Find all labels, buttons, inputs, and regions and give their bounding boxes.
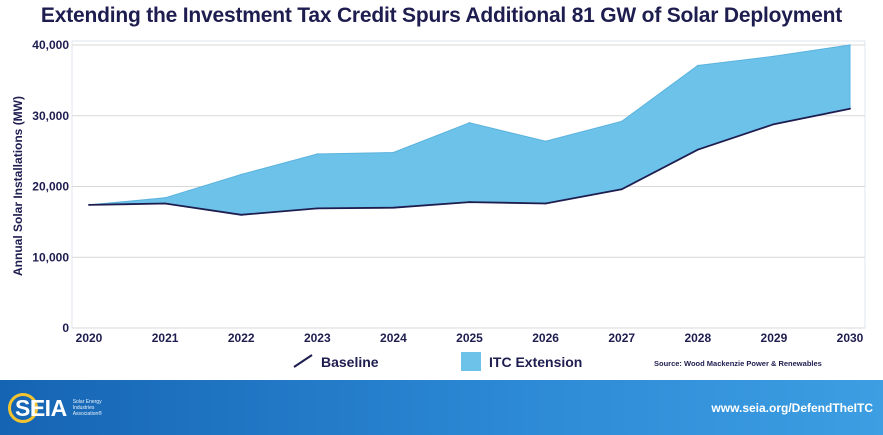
y-tick-label: 0 — [62, 321, 69, 335]
x-tick-label: 2021 — [152, 331, 179, 345]
itc-point — [544, 140, 547, 143]
x-tick-label: 2026 — [532, 331, 559, 345]
logo-subtext: Solar Energy Industries Association® — [72, 399, 102, 417]
legend-baseline-label: Baseline — [321, 354, 379, 370]
y-tick-label: 40,000 — [32, 38, 69, 52]
y-axis-label: Annual Solar Installations (MW) — [11, 96, 25, 276]
chart-marks — [88, 44, 851, 216]
legend-itc-label: ITC Extension — [489, 354, 582, 370]
baseline-point — [468, 201, 471, 203]
footer-banner: SEIA Solar Energy Industries Association… — [0, 380, 883, 435]
baseline-point — [164, 202, 167, 205]
legend-itc-swatch — [461, 352, 481, 371]
footer-url[interactable]: www.seia.org/DefendTheITC — [711, 401, 873, 415]
x-tick-label: 2028 — [684, 331, 711, 345]
legend: Baseline ITC Extension — [293, 352, 582, 371]
itc-point — [773, 55, 775, 58]
x-tick-label: 2022 — [228, 331, 255, 345]
itc-point — [620, 120, 623, 123]
x-tick-label: 2027 — [608, 331, 635, 345]
itc-point — [164, 197, 166, 199]
source-note: Source: Wood Mackenzie Power & Renewable… — [654, 359, 822, 368]
logo-text: SEIA — [15, 394, 67, 421]
itc-point — [849, 44, 851, 46]
baseline-point — [696, 148, 699, 151]
itc-point — [697, 64, 699, 67]
x-tick-label: 2023 — [304, 331, 331, 345]
baseline-point — [392, 206, 395, 209]
x-tick-labels: 2020 2021 2022 2023 2024 2025 2026 2027 2028 2029… — [76, 331, 864, 345]
x-tick-label: 2024 — [380, 331, 407, 345]
y-tick-labels: 0 10,000 20,000 30,000 40,000 — [32, 38, 69, 335]
x-tick-label: 2030 — [837, 331, 864, 345]
x-tick-label: 2020 — [76, 331, 103, 345]
itc-point — [316, 153, 319, 155]
chart-title: Extending the Investment Tax Credit Spur… — [40, 4, 843, 27]
itc-point — [392, 151, 395, 154]
itc-point — [240, 173, 242, 176]
baseline-point — [544, 202, 547, 205]
itc-point — [468, 122, 471, 124]
baseline-point — [240, 213, 243, 216]
x-tick-label: 2025 — [456, 331, 483, 345]
x-tick-label: 2029 — [761, 331, 788, 345]
y-tick-label: 20,000 — [32, 180, 69, 194]
itc-extension-area — [88, 44, 851, 216]
baseline-point — [849, 107, 851, 110]
y-tick-label: 10,000 — [32, 250, 69, 264]
baseline-point — [773, 123, 775, 126]
y-tick-label: 30,000 — [32, 109, 69, 123]
legend-baseline-swatch — [293, 354, 313, 368]
seia-logo: SEIA Solar Energy Industries Association… — [8, 390, 113, 426]
baseline-point — [316, 207, 319, 210]
baseline-point — [620, 188, 623, 191]
baseline-point — [88, 203, 90, 206]
sun-ring-icon — [8, 393, 38, 423]
